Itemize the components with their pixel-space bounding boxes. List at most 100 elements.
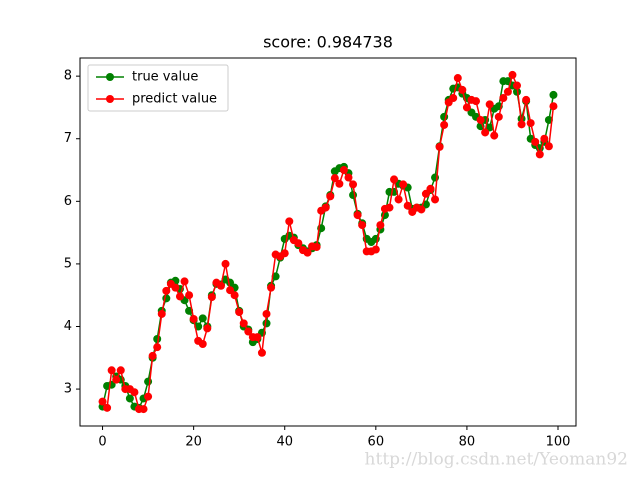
point: [116, 366, 125, 375]
plot-frame: [79, 57, 577, 427]
point: [472, 97, 481, 106]
point: [203, 324, 212, 333]
point: [216, 281, 225, 290]
point: [98, 397, 107, 406]
point: [535, 150, 544, 159]
point: [162, 286, 171, 295]
point: [544, 115, 553, 124]
point: [481, 128, 490, 137]
point: [431, 195, 440, 204]
legend-label: predict value: [132, 92, 217, 107]
point: [353, 211, 362, 220]
point: [175, 292, 184, 301]
point: [453, 74, 462, 83]
watermark: http://blog.csdn.net/Yeoman92: [365, 450, 628, 470]
y-tick-label: 8: [64, 69, 72, 84]
y-tick-label: 5: [64, 256, 72, 271]
point: [503, 87, 512, 96]
point: [262, 319, 271, 328]
point: [153, 343, 162, 352]
point: [549, 90, 558, 99]
y-tick-label: 7: [64, 131, 72, 146]
point: [148, 351, 157, 360]
legend-marker: [106, 73, 114, 81]
point: [440, 120, 449, 129]
point: [349, 180, 358, 189]
point: [462, 103, 471, 112]
point: [335, 179, 344, 188]
point: [139, 405, 148, 414]
point: [144, 392, 153, 401]
point: [544, 142, 553, 151]
series-line: [101, 72, 555, 410]
y-tick-label: 4: [64, 319, 72, 334]
point: [371, 245, 380, 254]
point: [513, 81, 522, 90]
point: [531, 137, 540, 146]
point: [403, 201, 412, 210]
point: [435, 142, 444, 151]
point: [144, 377, 153, 386]
point: [221, 259, 230, 268]
point: [394, 195, 403, 204]
point: [162, 294, 171, 303]
point: [490, 131, 499, 140]
point: [239, 319, 248, 328]
point: [508, 70, 517, 79]
point: [244, 327, 253, 336]
x-tick-label: 80: [459, 435, 476, 450]
point: [540, 134, 549, 143]
point: [189, 314, 198, 323]
point: [198, 314, 207, 323]
point: [517, 120, 526, 129]
point: [321, 203, 330, 212]
point: [157, 309, 166, 318]
point: [390, 175, 399, 184]
point: [262, 309, 271, 318]
point: [280, 249, 289, 258]
legend-marker: [106, 95, 114, 103]
legend-label: true value: [132, 70, 198, 85]
point: [499, 94, 508, 103]
point: [125, 394, 134, 403]
point: [426, 184, 435, 193]
x-tick-label: 40: [276, 435, 293, 450]
x-tick-label: 60: [368, 435, 385, 450]
point: [130, 388, 139, 397]
point: [476, 115, 485, 124]
point: [330, 174, 339, 183]
point: [207, 293, 216, 302]
point: [344, 173, 353, 182]
point: [385, 203, 394, 212]
point: [349, 191, 358, 200]
point: [399, 180, 408, 189]
point: [103, 403, 112, 412]
point: [198, 340, 207, 349]
point: [326, 192, 335, 201]
point: [230, 291, 239, 300]
point: [449, 94, 458, 103]
point: [358, 221, 367, 230]
point: [303, 248, 312, 257]
point: [253, 333, 262, 342]
point: [312, 243, 321, 252]
point: [376, 221, 385, 230]
point: [185, 291, 194, 300]
point: [485, 100, 494, 109]
x-tick-label: 100: [546, 435, 571, 450]
point: [257, 348, 266, 357]
point: [549, 102, 558, 111]
x-tick-label: 20: [185, 435, 202, 450]
point: [294, 239, 303, 248]
point: [458, 85, 467, 94]
point: [171, 283, 180, 292]
point: [112, 375, 121, 384]
chart-title: score: 0.984738: [263, 33, 393, 52]
point: [267, 283, 276, 292]
point: [107, 366, 116, 375]
point: [522, 95, 531, 104]
point: [494, 112, 503, 121]
point: [339, 166, 348, 175]
x-tick-label: 0: [98, 435, 106, 450]
